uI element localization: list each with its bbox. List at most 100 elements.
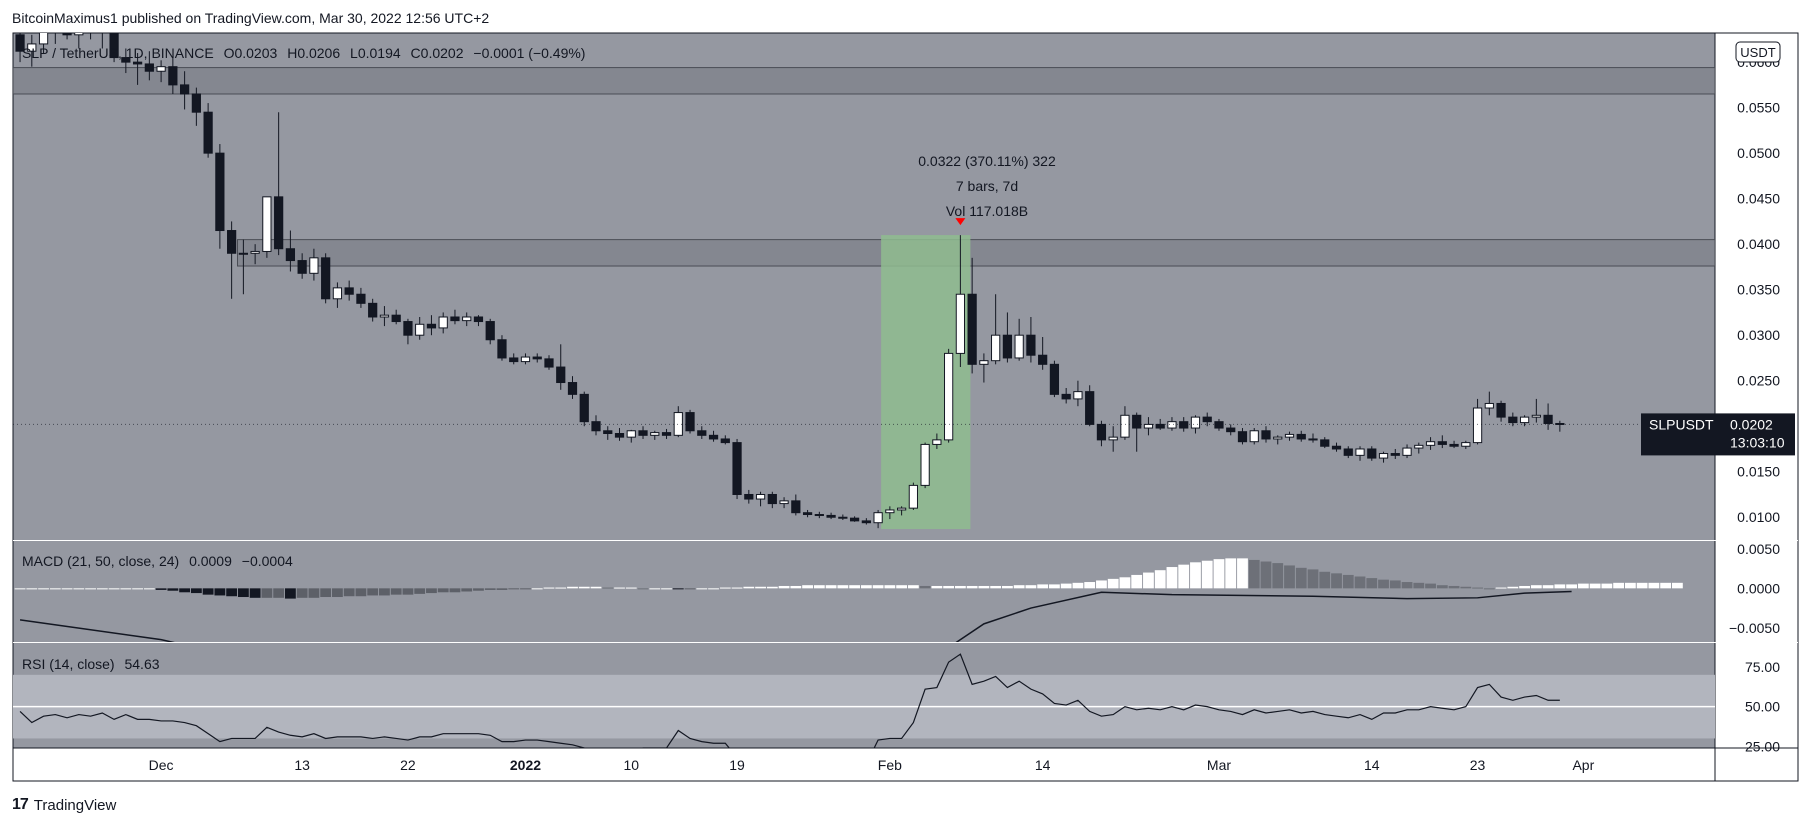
candle-body [1555,422,1565,425]
candle-body [15,34,25,52]
candle-body [544,358,554,368]
candle-body [532,356,542,360]
candle [285,230,296,272]
candle-body [650,432,660,436]
macd-histogram-bar [1225,558,1237,589]
candle [849,516,860,522]
candle [591,415,601,436]
candle-body [438,316,448,329]
macd-histogram-bar [249,588,261,598]
rsi-pane[interactable] [13,653,1715,765]
macd-histogram-bar [379,588,390,596]
tradingview-logo-icon: 17 [12,796,29,813]
candle [309,248,319,281]
candle [191,87,201,126]
macd-pane[interactable] [14,558,1683,746]
candle-body [51,26,59,31]
currency-button[interactable]: USDT [1735,41,1781,63]
macd-histogram-bar [1648,582,1660,589]
candle-body [1449,443,1459,447]
macd-histogram-bar [1624,582,1636,589]
candle [132,53,143,85]
price-pane[interactable] [13,8,1715,530]
price-tick-label: 0.0100 [1737,509,1780,525]
macd-histogram-bar [284,588,296,599]
candle-body [697,430,707,436]
svg-text:SLP / TetherUS, 1D, BINANCE: SLP / TetherUS, 1D, BINANCE O0.0203 H0.0… [22,45,585,61]
candle [1425,437,1436,450]
candle [1179,417,1189,432]
measure-info: 0.0322 (370.11%) 322 7 bars, 7d Vol 117.… [918,153,1056,219]
macd-histogram-bar [1448,585,1460,589]
macd-histogram-bar [543,587,555,589]
candle [121,48,131,74]
macd-histogram-bar [108,588,120,590]
candle [203,103,213,158]
candle [1061,387,1071,404]
candle-body [1414,444,1424,449]
candle [250,244,260,265]
macd-histogram-bar [837,585,849,589]
candle [1508,412,1518,427]
candle [438,312,448,334]
candle [1367,446,1377,461]
candle [1190,415,1201,434]
macd-histogram-bar [696,588,708,590]
macd-histogram-bar [637,588,649,590]
symbol-pair: SLP / TetherUS, 1D, BINANCE [22,45,214,61]
candle-body [967,293,977,365]
macd-histogram-bar [1389,580,1401,589]
macd-histogram-bar [578,586,590,589]
candle [802,509,813,518]
candle-body [156,66,166,72]
candle [1472,398,1483,445]
candle-body [121,57,131,63]
open-label: O [224,45,235,61]
macd-histogram-bar [437,588,449,593]
macd-histogram-bar [190,588,202,594]
candle-body [485,321,495,341]
candle-body [227,230,237,254]
resistance-zone [13,67,1715,95]
candle-body [203,111,213,154]
rsi-tick-label: 50.00 [1745,699,1780,715]
macd-histogram-bar [1636,582,1648,589]
macd-histogram-bar [907,585,919,589]
macd-histogram-bar [1660,582,1672,589]
candle [1014,318,1024,361]
macd-histogram-bar [426,588,437,594]
macd-histogram-bar [1001,585,1013,589]
candle [368,298,378,322]
candle-body [215,152,225,232]
candle [1167,417,1177,431]
macd-histogram-bar [790,585,802,589]
candle [1437,435,1447,449]
candle-body [1026,334,1036,356]
candle-body [274,196,284,250]
price-tick-label: 0.0400 [1737,236,1780,252]
candle [791,494,801,516]
candle-body [144,63,154,72]
candle [1249,428,1259,445]
macd-histogram-bar [332,588,343,598]
candle [297,253,307,279]
macd-histogram-bar [73,588,85,590]
candle-body [1132,414,1142,429]
close-label: C [411,45,421,61]
axes: 0.06000.05500.05000.04500.04000.03500.03… [149,54,1781,773]
macd-histogram-bar [1237,558,1248,589]
macd-histogram-bar [1260,561,1272,589]
tradingview-chart[interactable]: 0.06000.05500.05000.04500.04000.03500.03… [0,0,1813,790]
candle [1155,418,1165,430]
macd-histogram-bar [473,588,484,591]
candle [520,353,531,365]
macd-histogram-bar [1096,580,1107,589]
candle-body [1096,423,1107,441]
time-tick-label: Apr [1572,757,1594,773]
macd-histogram-bar [1530,585,1542,589]
candle-body [1002,334,1013,359]
candle-body [1343,448,1353,456]
price-tick-label: 0.0300 [1737,327,1780,343]
candle [238,239,248,295]
macd-histogram-bar [661,588,672,590]
